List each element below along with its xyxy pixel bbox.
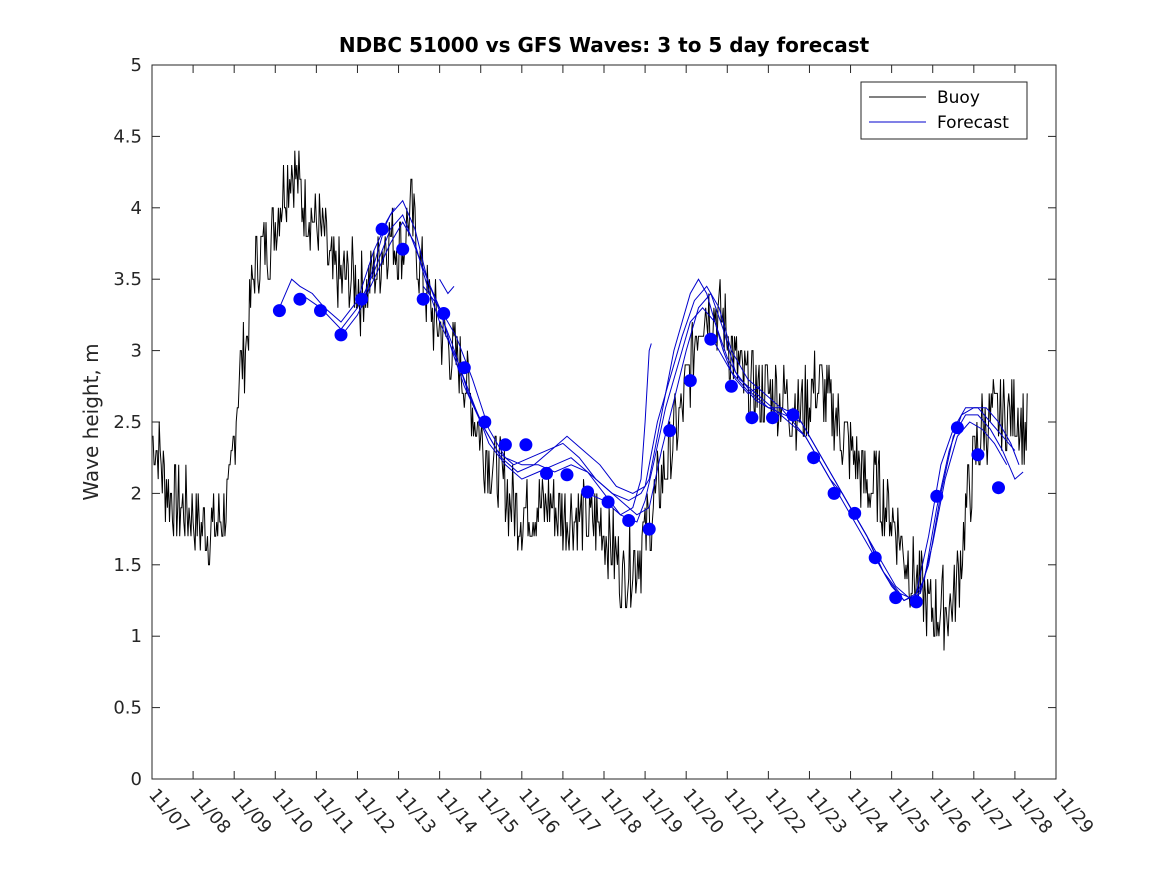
legend-buoy-label: Buoy bbox=[937, 88, 980, 108]
forecast-point bbox=[950, 421, 964, 435]
y-axis-label: Wave height, m bbox=[79, 343, 103, 500]
y-tick-label: 3.5 bbox=[113, 269, 142, 290]
y-tick-label: 1 bbox=[131, 626, 142, 647]
forecast-point bbox=[683, 374, 697, 388]
forecast-point bbox=[498, 438, 512, 452]
forecast-point bbox=[293, 292, 307, 306]
forecast-point bbox=[437, 307, 451, 320]
forecast-point bbox=[396, 242, 410, 256]
forecast-point bbox=[807, 451, 821, 465]
y-tick-label: 2 bbox=[131, 483, 142, 504]
forecast-line bbox=[361, 207, 395, 308]
forecast-point bbox=[540, 466, 553, 480]
forecast-point bbox=[745, 411, 759, 425]
y-tick-label: 4.5 bbox=[113, 126, 142, 147]
forecast-point bbox=[724, 379, 738, 393]
forecast-point bbox=[581, 485, 595, 499]
forecast-point bbox=[827, 486, 841, 500]
forecast-markers bbox=[272, 222, 1005, 609]
forecast-line bbox=[299, 213, 1020, 602]
forecast-point bbox=[334, 328, 348, 342]
forecast-point bbox=[478, 415, 492, 429]
y-tick-label: 5 bbox=[131, 55, 142, 76]
forecast-point bbox=[704, 332, 718, 346]
y-tick-label: 0.5 bbox=[113, 698, 142, 719]
forecast-point bbox=[663, 424, 677, 438]
forecast-point bbox=[622, 514, 636, 527]
forecast-point bbox=[314, 304, 327, 318]
forecast-line bbox=[278, 199, 1016, 602]
forecast-line bbox=[439, 278, 455, 295]
forecast-point bbox=[930, 489, 944, 503]
axes-background bbox=[152, 65, 1056, 779]
legend-box bbox=[860, 81, 1028, 140]
forecast-point bbox=[416, 292, 430, 306]
forecast-point bbox=[889, 591, 903, 605]
y-tick-label: 4 bbox=[131, 198, 142, 219]
chart-title: NDBC 51000 vs GFS Waves: 3 to 5 day fore… bbox=[339, 33, 870, 57]
forecast-point bbox=[909, 595, 923, 609]
legend-forecast-label: Forecast bbox=[937, 113, 1009, 133]
forecast-point bbox=[272, 304, 286, 318]
forecast-point bbox=[601, 495, 615, 509]
forecast-point bbox=[375, 222, 389, 236]
forecast-point bbox=[560, 468, 574, 482]
forecast-point bbox=[848, 506, 862, 520]
forecast-point bbox=[971, 448, 985, 462]
forecast-line bbox=[422, 285, 1008, 602]
forecast-point bbox=[642, 522, 656, 536]
forecast-point bbox=[457, 361, 471, 375]
axes-frame bbox=[151, 64, 1057, 780]
y-tick-label: 3 bbox=[131, 341, 142, 362]
forecast-point bbox=[786, 408, 800, 422]
y-tick-label: 1.5 bbox=[113, 555, 142, 576]
legend: Buoy Forecast bbox=[860, 81, 1028, 140]
forecast-line bbox=[710, 336, 761, 395]
forecast-point bbox=[868, 551, 882, 565]
forecast-point bbox=[355, 292, 369, 306]
forecast-point bbox=[766, 411, 779, 425]
forecast-point bbox=[992, 481, 1005, 495]
y-tick-label: 2.5 bbox=[113, 412, 142, 433]
y-tick-label: 0 bbox=[131, 769, 142, 790]
forecast-point bbox=[519, 438, 533, 452]
